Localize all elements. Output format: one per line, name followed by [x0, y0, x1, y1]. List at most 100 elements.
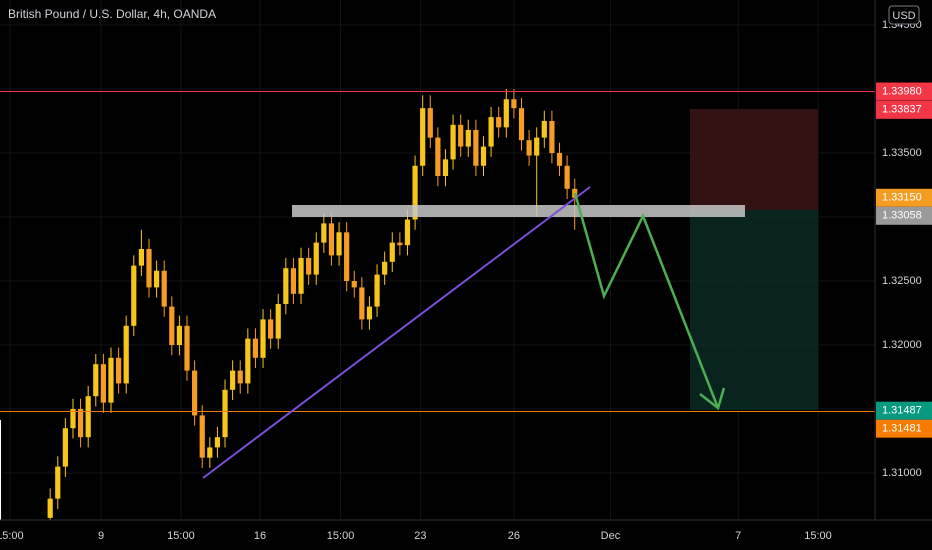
price-label: 1.33150: [882, 192, 922, 204]
candle-body: [442, 159, 449, 177]
candle-body: [154, 270, 160, 288]
candle-body: [518, 108, 525, 141]
candle-body: [488, 117, 494, 147]
candle-body: [146, 248, 152, 288]
candle-body: [131, 265, 137, 326]
price-label: 1.33058: [882, 210, 922, 222]
candle-body: [230, 370, 236, 390]
candle-body: [283, 268, 289, 305]
price-label: 1.33837: [882, 104, 922, 116]
x-tick-label: Dec: [601, 530, 621, 542]
candle-body: [344, 232, 350, 281]
candle-body: [412, 165, 418, 220]
candle-body: [85, 396, 91, 438]
candle-body: [169, 306, 175, 346]
candle-body: [564, 165, 570, 189]
price-label: 1.31481: [882, 423, 922, 435]
candle-body: [473, 129, 479, 166]
candle-body: [70, 409, 76, 429]
price-label-box: [876, 188, 932, 207]
candle-body: [123, 325, 129, 384]
projection-arrow: [573, 192, 720, 409]
candle-body: [351, 280, 357, 288]
candle-body: [465, 129, 471, 147]
candle-body: [100, 364, 106, 403]
candle-body: [328, 223, 335, 256]
candle-body: [313, 242, 319, 275]
candle-body: [55, 466, 61, 499]
candle-body: [397, 242, 403, 246]
candle-body: [199, 415, 205, 458]
candle-body: [556, 152, 563, 166]
candle-body: [526, 140, 532, 156]
trend-line: [202, 186, 591, 479]
candle-body: [336, 232, 342, 256]
price-label-box: [876, 100, 932, 119]
candle-body: [298, 257, 304, 294]
candle-body: [359, 287, 365, 320]
candle-body: [222, 389, 228, 438]
price-label: 1.31487: [882, 405, 922, 417]
stop-zone: [690, 109, 818, 210]
currency-badge[interactable]: [888, 5, 920, 25]
candle-body: [77, 409, 84, 438]
candle-body: [306, 257, 312, 275]
x-tick-label: 15:00: [804, 530, 832, 542]
chart-title: British Pound / U.S. Dollar, 4h, OANDA: [8, 7, 216, 21]
candle-body: [192, 370, 198, 416]
axes: 1.310001.315001.320001.325001.330001.335…: [0, 19, 932, 542]
candle-body: [115, 357, 122, 384]
candle-body: [93, 364, 99, 397]
currency: USD: [892, 10, 915, 22]
price-label: 1.33980: [882, 85, 922, 97]
price-label-box: [876, 419, 932, 438]
price-label-box: [876, 82, 932, 101]
time-axis: [0, 520, 932, 550]
candle-body: [480, 146, 487, 166]
candle-body: [549, 120, 555, 153]
candle-body: [260, 319, 266, 358]
candles: [0, 88, 875, 529]
y-tick-label: 1.32000: [882, 339, 922, 351]
candle-body: [503, 99, 509, 128]
arrow-head: [699, 387, 726, 411]
candle-body: [108, 357, 114, 403]
price-label-box: [876, 206, 932, 225]
candle-body: [366, 306, 373, 320]
candle-body: [541, 120, 547, 138]
y-tick-label: 1.31000: [882, 467, 922, 479]
x-tick-label: 15:00: [0, 530, 24, 542]
candle-body: [404, 219, 411, 246]
candle-body: [176, 325, 183, 346]
price-label-box: [876, 401, 932, 420]
x-tick-label: 15:00: [327, 530, 355, 542]
x-tick-label: 7: [735, 530, 741, 542]
grid-layer: [0, 0, 875, 520]
candle-body: [47, 498, 53, 518]
candle-body: [184, 325, 190, 371]
target-zone: [690, 210, 818, 410]
candle-body: [427, 108, 433, 138]
candle-body: [138, 248, 144, 266]
y-tick-label: 1.32500: [882, 275, 922, 287]
candle-body: [161, 270, 167, 307]
candle-body: [252, 338, 259, 358]
candle-body: [389, 242, 395, 262]
candle-body: [450, 124, 456, 160]
candle-body: [214, 437, 221, 448]
candle-body: [207, 447, 213, 458]
x-tick-label: 15:00: [167, 530, 195, 542]
candle-body: [511, 99, 517, 109]
candle-body: [382, 261, 388, 275]
x-tick-label: 16: [254, 530, 266, 542]
candle-body: [268, 319, 274, 339]
candle-body: [458, 124, 464, 147]
candle-body: [290, 268, 297, 294]
candle-body: [534, 137, 540, 156]
candle-body: [374, 274, 380, 307]
candle-body: [275, 304, 281, 339]
candle-body: [245, 338, 251, 384]
candle-body: [496, 117, 502, 128]
